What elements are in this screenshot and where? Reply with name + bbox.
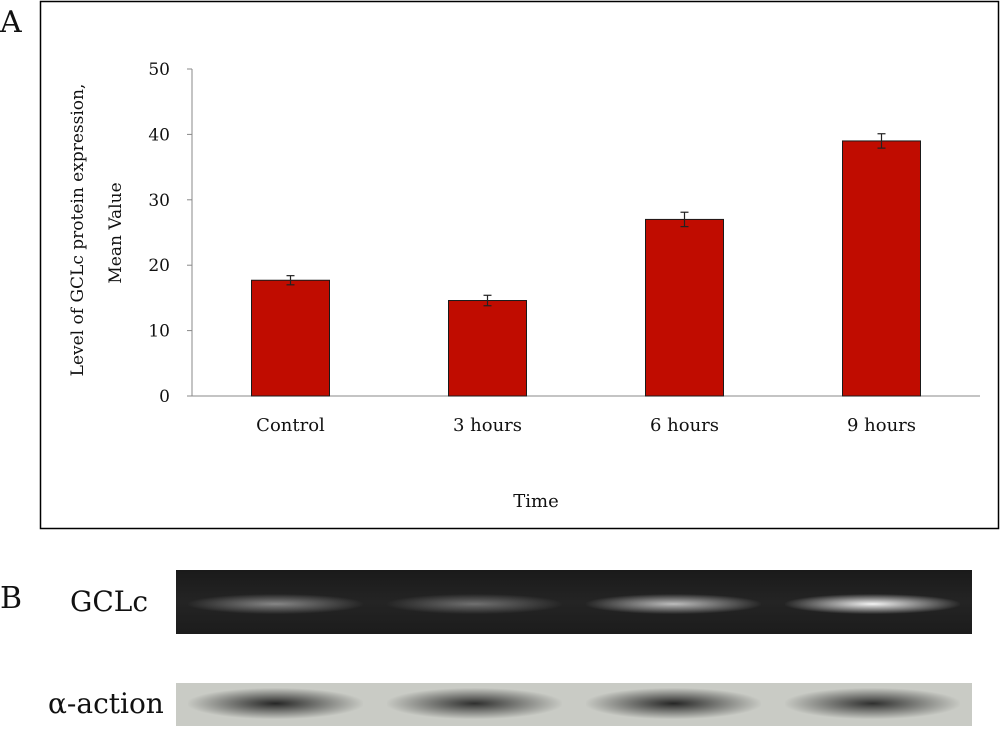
- actin-band: [784, 688, 961, 720]
- y-axis-title-line2: Mean Value: [106, 182, 126, 283]
- actin-label: α-action: [48, 687, 164, 720]
- y-tick-label: 20: [148, 256, 170, 276]
- panel-a-label: A: [0, 5, 22, 40]
- bar: [842, 140, 921, 397]
- gclc-band: [386, 594, 563, 614]
- y-tick-label: 40: [148, 125, 170, 145]
- gclc-band: [187, 594, 364, 614]
- bar-chart: 0 10 20 30 40 50 Control 3 hours 6 hours 9 hours T…: [39, 0, 1000, 530]
- x-tick-label: Control: [256, 415, 325, 436]
- x-tick-label: 6 hours: [650, 415, 719, 436]
- y-tick-label: 0: [159, 387, 170, 407]
- bar: [645, 218, 724, 397]
- y-tick-label: 50: [148, 60, 170, 80]
- chart-frame: [39, 0, 1000, 530]
- y-axis-title-line1: Level of GCLc protein expression,: [68, 84, 88, 377]
- actin-band: [585, 688, 762, 720]
- gclc-label: GCLc: [70, 585, 149, 618]
- x-tick-label: 3 hours: [453, 415, 522, 436]
- panel-b-label: B: [0, 581, 23, 616]
- gclc-blot-image: [176, 570, 972, 634]
- actin-blot-image: [176, 683, 972, 726]
- x-axis-title: Time: [513, 491, 558, 512]
- x-tick-label: 9 hours: [847, 415, 916, 436]
- y-tick-label: 30: [148, 191, 170, 211]
- gclc-band: [585, 594, 762, 614]
- bar: [251, 279, 330, 397]
- gclc-band: [784, 594, 961, 614]
- actin-band: [187, 688, 364, 720]
- actin-band: [386, 688, 563, 720]
- bar: [448, 300, 527, 397]
- y-tick-label: 10: [148, 322, 170, 342]
